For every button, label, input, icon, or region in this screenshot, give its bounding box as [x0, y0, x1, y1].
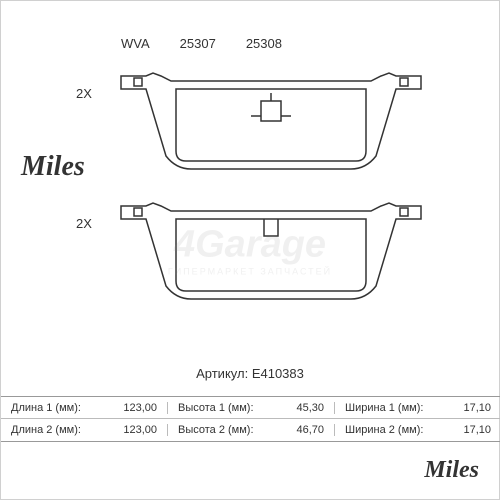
qty-label-top: 2X [76, 86, 92, 101]
qty-label-bottom: 2X [76, 216, 92, 231]
spec-value: 123,00 [123, 424, 157, 436]
spec-label: Ширина 1 (мм): [345, 402, 423, 414]
spec-cell: Высота 2 (мм): 46,70 [168, 424, 335, 436]
spec-cell: Ширина 1 (мм): 17,10 [335, 402, 500, 414]
article-line: Артикул: E410383 [1, 366, 499, 381]
brand-logo: Miles [21, 151, 85, 183]
spec-table: Длина 1 (мм): 123,00 Высота 1 (мм): 45,3… [1, 396, 500, 442]
spec-label: Ширина 2 (мм): [345, 424, 423, 436]
article-label: Артикул: [196, 366, 248, 381]
spec-cell: Высота 1 (мм): 45,30 [168, 402, 335, 414]
diagram-area: 2X 2X Miles [61, 61, 441, 351]
spec-label: Длина 1 (мм): [11, 402, 81, 414]
spec-label: Высота 2 (мм): [178, 424, 254, 436]
code-1: 25307 [180, 36, 216, 51]
wva-label: WVA [121, 36, 150, 51]
spec-cell: Ширина 2 (мм): 17,10 [335, 424, 500, 436]
spec-value: 17,10 [463, 424, 491, 436]
spec-cell: Длина 2 (мм): 123,00 [1, 424, 168, 436]
table-row: Длина 1 (мм): 123,00 Высота 1 (мм): 45,3… [1, 397, 500, 419]
spec-cell: Длина 1 (мм): 123,00 [1, 402, 168, 414]
spec-value: 45,30 [296, 402, 324, 414]
code-2: 25308 [246, 36, 282, 51]
spec-value: 17,10 [463, 402, 491, 414]
article-value: E410383 [252, 366, 304, 381]
spec-label: Высота 1 (мм): [178, 402, 254, 414]
spec-label: Длина 2 (мм): [11, 424, 81, 436]
bottom-brand-logo: Miles [424, 457, 479, 484]
header-codes: WVA 25307 25308 [121, 36, 282, 51]
spec-value: 46,70 [296, 424, 324, 436]
brake-pad-bottom-icon [116, 191, 426, 311]
table-row: Длина 2 (мм): 123,00 Высота 2 (мм): 46,7… [1, 419, 500, 441]
spec-value: 123,00 [123, 402, 157, 414]
brake-pad-top-icon [116, 61, 426, 181]
